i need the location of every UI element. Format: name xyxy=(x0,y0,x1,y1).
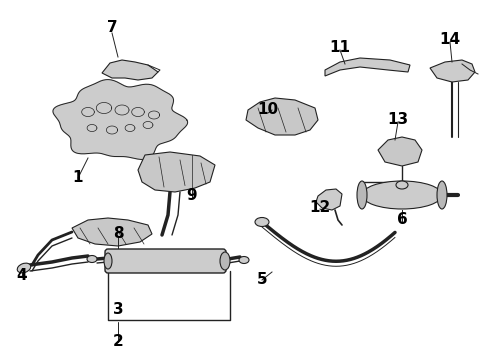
Ellipse shape xyxy=(220,252,230,270)
Polygon shape xyxy=(325,58,410,76)
Text: 9: 9 xyxy=(187,188,197,202)
Ellipse shape xyxy=(104,253,112,269)
Polygon shape xyxy=(378,137,422,166)
Text: 4: 4 xyxy=(17,267,27,283)
Polygon shape xyxy=(72,218,152,246)
Ellipse shape xyxy=(87,256,97,262)
Polygon shape xyxy=(102,60,158,80)
Ellipse shape xyxy=(437,181,447,209)
Polygon shape xyxy=(316,189,342,210)
Ellipse shape xyxy=(239,256,249,264)
Text: 5: 5 xyxy=(257,273,268,288)
Text: 1: 1 xyxy=(73,171,83,185)
Text: 12: 12 xyxy=(309,201,331,216)
Text: 14: 14 xyxy=(440,32,461,48)
Text: 7: 7 xyxy=(107,21,117,36)
Text: 6: 6 xyxy=(396,212,407,228)
Text: 10: 10 xyxy=(257,103,278,117)
Text: 3: 3 xyxy=(113,302,123,318)
Text: 13: 13 xyxy=(388,112,409,127)
Ellipse shape xyxy=(396,181,408,189)
Polygon shape xyxy=(430,60,475,82)
Polygon shape xyxy=(53,80,188,159)
Text: 2: 2 xyxy=(113,334,123,350)
Text: 8: 8 xyxy=(113,225,123,240)
Ellipse shape xyxy=(357,181,367,209)
Ellipse shape xyxy=(362,181,442,209)
Ellipse shape xyxy=(17,263,31,273)
Polygon shape xyxy=(246,98,318,135)
FancyBboxPatch shape xyxy=(105,249,226,273)
Text: 11: 11 xyxy=(329,40,350,55)
Polygon shape xyxy=(138,152,215,192)
Ellipse shape xyxy=(255,217,269,226)
